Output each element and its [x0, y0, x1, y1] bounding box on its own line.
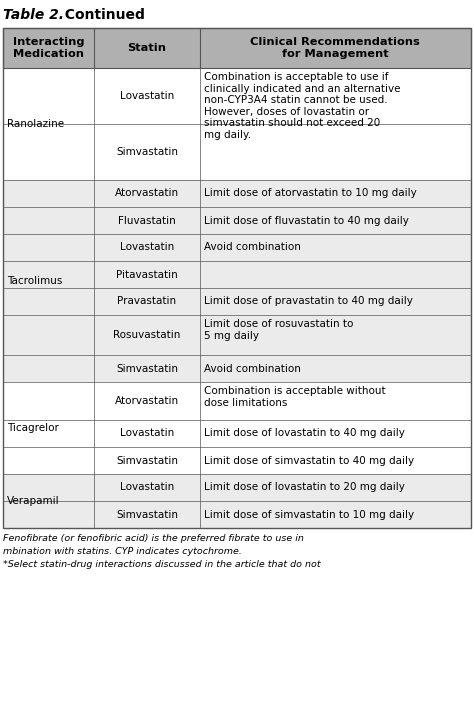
- Text: Verapamil: Verapamil: [7, 496, 60, 506]
- Text: Lovastatin: Lovastatin: [120, 243, 174, 253]
- Text: Fluvastatin: Fluvastatin: [118, 215, 176, 225]
- Bar: [3, 501, 471, 528]
- Text: Pravastatin: Pravastatin: [118, 297, 176, 307]
- Text: Fenofibrate (or fenofibric acid) is the preferred fibrate to use in: Fenofibrate (or fenofibric acid) is the …: [3, 534, 304, 543]
- Text: Limit dose of lovastatin to 20 mg daily: Limit dose of lovastatin to 20 mg daily: [203, 482, 404, 492]
- Text: Simvastatin: Simvastatin: [116, 510, 178, 520]
- Bar: [3, 68, 471, 124]
- Bar: [3, 474, 471, 501]
- Text: Limit dose of fluvastatin to 40 mg daily: Limit dose of fluvastatin to 40 mg daily: [203, 215, 409, 225]
- Bar: [3, 382, 471, 420]
- Text: Limit dose of pravastatin to 40 mg daily: Limit dose of pravastatin to 40 mg daily: [203, 297, 412, 307]
- Text: Limit dose of atorvastatin to 10 mg daily: Limit dose of atorvastatin to 10 mg dail…: [203, 188, 416, 199]
- Text: Interacting
Medication: Interacting Medication: [13, 38, 84, 58]
- Bar: [3, 234, 471, 261]
- Text: mbination with statins. CYP indicates cytochrome.: mbination with statins. CYP indicates cy…: [3, 547, 242, 556]
- Bar: [3, 315, 471, 355]
- Text: Clinical Recommendations
for Management: Clinical Recommendations for Management: [250, 38, 420, 58]
- Text: Lovastatin: Lovastatin: [120, 428, 174, 438]
- Bar: [3, 355, 471, 382]
- Text: Simvastatin: Simvastatin: [116, 147, 178, 157]
- Text: Statin: Statin: [128, 43, 166, 53]
- Text: Limit dose of lovastatin to 40 mg daily: Limit dose of lovastatin to 40 mg daily: [203, 428, 404, 438]
- Text: Limit dose of rosuvastatin to
5 mg daily: Limit dose of rosuvastatin to 5 mg daily: [203, 319, 353, 341]
- Text: Pitavastatin: Pitavastatin: [116, 269, 178, 279]
- Bar: [3, 180, 471, 207]
- Text: Ticagrelor: Ticagrelor: [7, 423, 59, 433]
- Bar: [3, 207, 471, 234]
- Text: Ranolazine: Ranolazine: [7, 119, 64, 129]
- Bar: [3, 124, 471, 180]
- Text: Atorvastatin: Atorvastatin: [115, 396, 179, 406]
- Text: Atorvastatin: Atorvastatin: [115, 188, 179, 199]
- Bar: [3, 447, 471, 474]
- Text: Combination is acceptable without
dose limitations: Combination is acceptable without dose l…: [203, 386, 385, 408]
- Text: Avoid combination: Avoid combination: [203, 363, 301, 373]
- Text: Limit dose of simvastatin to 40 mg daily: Limit dose of simvastatin to 40 mg daily: [203, 456, 414, 466]
- Text: Table 2.: Table 2.: [3, 8, 64, 22]
- Bar: [3, 420, 471, 447]
- Bar: [3, 288, 471, 315]
- Text: Lovastatin: Lovastatin: [120, 482, 174, 492]
- Bar: [3, 261, 471, 288]
- Text: Simvastatin: Simvastatin: [116, 363, 178, 373]
- Text: Lovastatin: Lovastatin: [120, 91, 174, 101]
- Text: Simvastatin: Simvastatin: [116, 456, 178, 466]
- Bar: [3, 28, 471, 68]
- Text: Tacrolimus: Tacrolimus: [7, 276, 63, 286]
- Text: Continued: Continued: [55, 8, 145, 22]
- Text: Combination is acceptable to use if
clinically indicated and an alternative
non-: Combination is acceptable to use if clin…: [203, 72, 400, 140]
- Text: *Select statin-drug interactions discussed in the article that do not: *Select statin-drug interactions discuss…: [3, 560, 320, 569]
- Text: Limit dose of simvastatin to 10 mg daily: Limit dose of simvastatin to 10 mg daily: [203, 510, 414, 520]
- Bar: [3, 28, 471, 528]
- Text: Avoid combination: Avoid combination: [203, 243, 301, 253]
- Text: Rosuvastatin: Rosuvastatin: [113, 330, 181, 340]
